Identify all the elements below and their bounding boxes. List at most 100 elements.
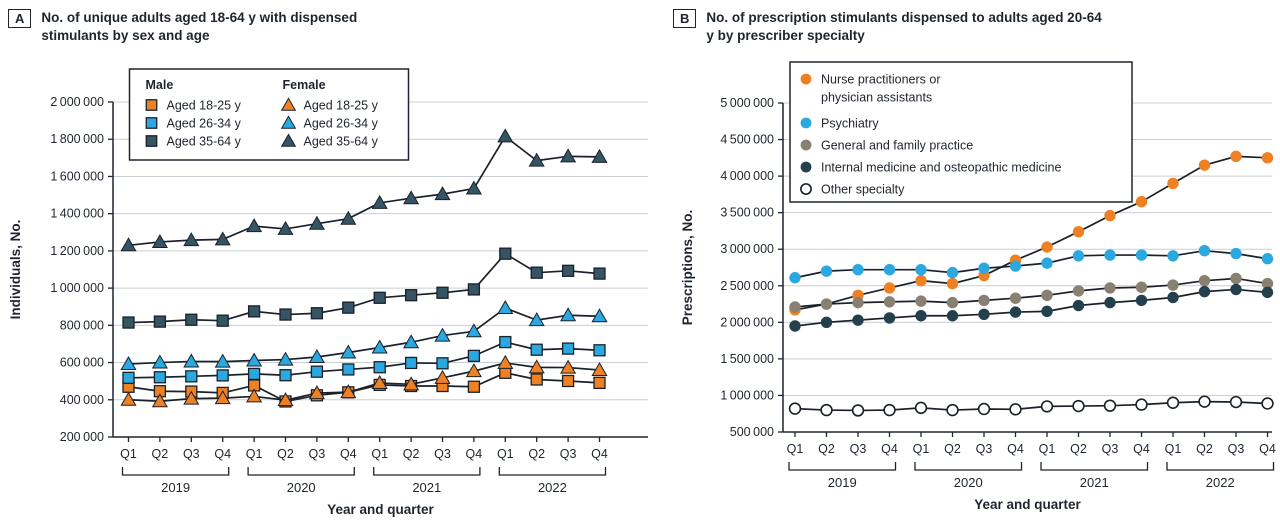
svg-text:5 000 000: 5 000 000 xyxy=(720,96,774,110)
svg-text:Q3: Q3 xyxy=(1228,442,1245,456)
series-2 xyxy=(122,247,606,329)
series-2 xyxy=(789,272,1274,313)
svg-text:Q2: Q2 xyxy=(403,447,420,461)
svg-text:1 500 000: 1 500 000 xyxy=(720,352,774,366)
series-3 xyxy=(120,354,608,408)
svg-text:4 500 000: 4 500 000 xyxy=(720,133,774,147)
svg-text:4 000 000: 4 000 000 xyxy=(720,169,774,183)
svg-text:Aged 35-64 y: Aged 35-64 y xyxy=(304,135,379,149)
svg-text:2021: 2021 xyxy=(412,480,441,495)
svg-text:Q4: Q4 xyxy=(1007,442,1024,456)
svg-text:Male: Male xyxy=(146,78,174,92)
svg-text:Q1: Q1 xyxy=(787,442,804,456)
y-axis-title: Prescriptions, No. xyxy=(680,210,695,326)
svg-text:Q4: Q4 xyxy=(1133,442,1150,456)
svg-text:Q1: Q1 xyxy=(371,447,388,461)
svg-text:Q4: Q4 xyxy=(1259,442,1276,456)
svg-text:2022: 2022 xyxy=(538,480,567,495)
svg-text:2 000 000: 2 000 000 xyxy=(720,315,774,329)
svg-text:Q2: Q2 xyxy=(818,442,835,456)
svg-text:600 000: 600 000 xyxy=(60,356,104,370)
series-4 xyxy=(120,300,608,371)
svg-text:Q1: Q1 xyxy=(497,447,514,461)
svg-text:Q3: Q3 xyxy=(309,447,326,461)
svg-text:800 000: 800 000 xyxy=(60,318,104,332)
svg-text:1 000 000: 1 000 000 xyxy=(720,388,774,402)
svg-text:Nurse practitioners or: Nurse practitioners or xyxy=(821,73,941,87)
svg-text:Q1: Q1 xyxy=(913,442,930,456)
svg-text:Q2: Q2 xyxy=(1196,442,1213,456)
x-axis-title: Year and quarter xyxy=(327,502,434,517)
svg-text:Q3: Q3 xyxy=(560,447,577,461)
svg-text:Q3: Q3 xyxy=(850,442,867,456)
svg-text:Other specialty: Other specialty xyxy=(821,183,905,197)
panel-a-label: A xyxy=(8,9,32,28)
svg-text:2022: 2022 xyxy=(1206,475,1235,490)
svg-text:physician assistants: physician assistants xyxy=(821,91,932,105)
series-0 xyxy=(789,150,1274,316)
panel-a-chart: 200 000 400 000 600 000 800 000 1 000 000 1 2… xyxy=(8,68,648,517)
svg-text:Q1: Q1 xyxy=(120,447,137,461)
x-axis-title: Year and quarter xyxy=(974,497,1081,512)
svg-text:Aged 26-34 y: Aged 26-34 y xyxy=(304,117,379,131)
svg-text:Q3: Q3 xyxy=(1102,442,1119,456)
svg-text:Q3: Q3 xyxy=(183,447,200,461)
year-groups: 2019 2020 2021 2022 xyxy=(788,462,1275,490)
svg-text:Aged 18-25 y: Aged 18-25 y xyxy=(304,99,379,113)
svg-text:Psychiatry: Psychiatry xyxy=(821,117,879,131)
legend: Male Aged 18-25 y Aged 26-34 y Aged 35-64 y… xyxy=(128,68,410,161)
axes: 500 000 1 000 000 1 500 000 2 000 000 2 500 … xyxy=(720,96,1276,456)
svg-text:General and family practice: General and family practice xyxy=(821,139,973,153)
svg-text:Q1: Q1 xyxy=(246,447,263,461)
panel-b-chart: 500 000 1 000 000 1 500 000 2 000 000 2 500 … xyxy=(680,61,1276,512)
panel-a-header: A No. of unique adults aged 18-64 y with… xyxy=(8,9,386,45)
panel-b-header: B No. of prescription stimulants dispens… xyxy=(673,9,1104,45)
svg-text:2 500 000: 2 500 000 xyxy=(720,279,774,293)
svg-text:400 000: 400 000 xyxy=(60,393,104,407)
svg-text:2019: 2019 xyxy=(161,480,190,495)
svg-text:Q2: Q2 xyxy=(1070,442,1087,456)
svg-text:Aged 18-25 y: Aged 18-25 y xyxy=(167,99,242,113)
svg-text:2020: 2020 xyxy=(287,480,316,495)
series-1 xyxy=(122,335,606,384)
svg-text:2019: 2019 xyxy=(828,475,857,490)
legend: Nurse practitioners or physician assistan… xyxy=(789,61,1133,203)
panel-b-label: B xyxy=(673,9,697,28)
svg-text:Internal medicine and osteopat: Internal medicine and osteopathic medici… xyxy=(821,161,1061,175)
svg-text:2020: 2020 xyxy=(954,475,983,490)
svg-text:2021: 2021 xyxy=(1080,475,1109,490)
svg-text:Q3: Q3 xyxy=(976,442,993,456)
series-3 xyxy=(789,283,1274,332)
series-5 xyxy=(120,128,608,252)
panel-a-title: No. of unique adults aged 18-64 y with d… xyxy=(41,10,358,43)
y-axis-title: Individuals, No. xyxy=(8,220,23,320)
svg-text:Q1: Q1 xyxy=(1165,442,1182,456)
svg-text:2 000 000: 2 000 000 xyxy=(50,95,104,109)
svg-text:Q1: Q1 xyxy=(1039,442,1056,456)
svg-text:Q4: Q4 xyxy=(214,447,231,461)
svg-text:1 800 000: 1 800 000 xyxy=(50,132,104,146)
svg-text:Q2: Q2 xyxy=(528,447,545,461)
svg-text:3 000 000: 3 000 000 xyxy=(720,242,774,256)
svg-text:Q2: Q2 xyxy=(944,442,961,456)
svg-text:Q4: Q4 xyxy=(340,447,357,461)
year-groups: 2019 2020 2021 2022 xyxy=(121,467,607,495)
svg-text:3 500 000: 3 500 000 xyxy=(720,206,774,220)
svg-text:Q2: Q2 xyxy=(277,447,294,461)
series-1 xyxy=(789,244,1274,284)
svg-text:Q4: Q4 xyxy=(466,447,483,461)
axes: 200 000 400 000 600 000 800 000 1 000 000 1 2… xyxy=(50,95,648,461)
series-4 xyxy=(788,395,1274,417)
svg-text:1 400 000: 1 400 000 xyxy=(50,207,104,221)
panel-b-title: No. of prescription stimulants dispensed… xyxy=(706,10,1102,43)
svg-text:Aged 26-34 y: Aged 26-34 y xyxy=(167,117,242,131)
svg-text:200 000: 200 000 xyxy=(60,430,104,444)
svg-text:Q2: Q2 xyxy=(152,447,169,461)
svg-text:500 000: 500 000 xyxy=(730,425,774,439)
svg-text:Female: Female xyxy=(283,78,326,92)
svg-text:Q4: Q4 xyxy=(881,442,898,456)
svg-text:Q3: Q3 xyxy=(434,447,451,461)
svg-text:Aged 35-64 y: Aged 35-64 y xyxy=(167,135,242,149)
